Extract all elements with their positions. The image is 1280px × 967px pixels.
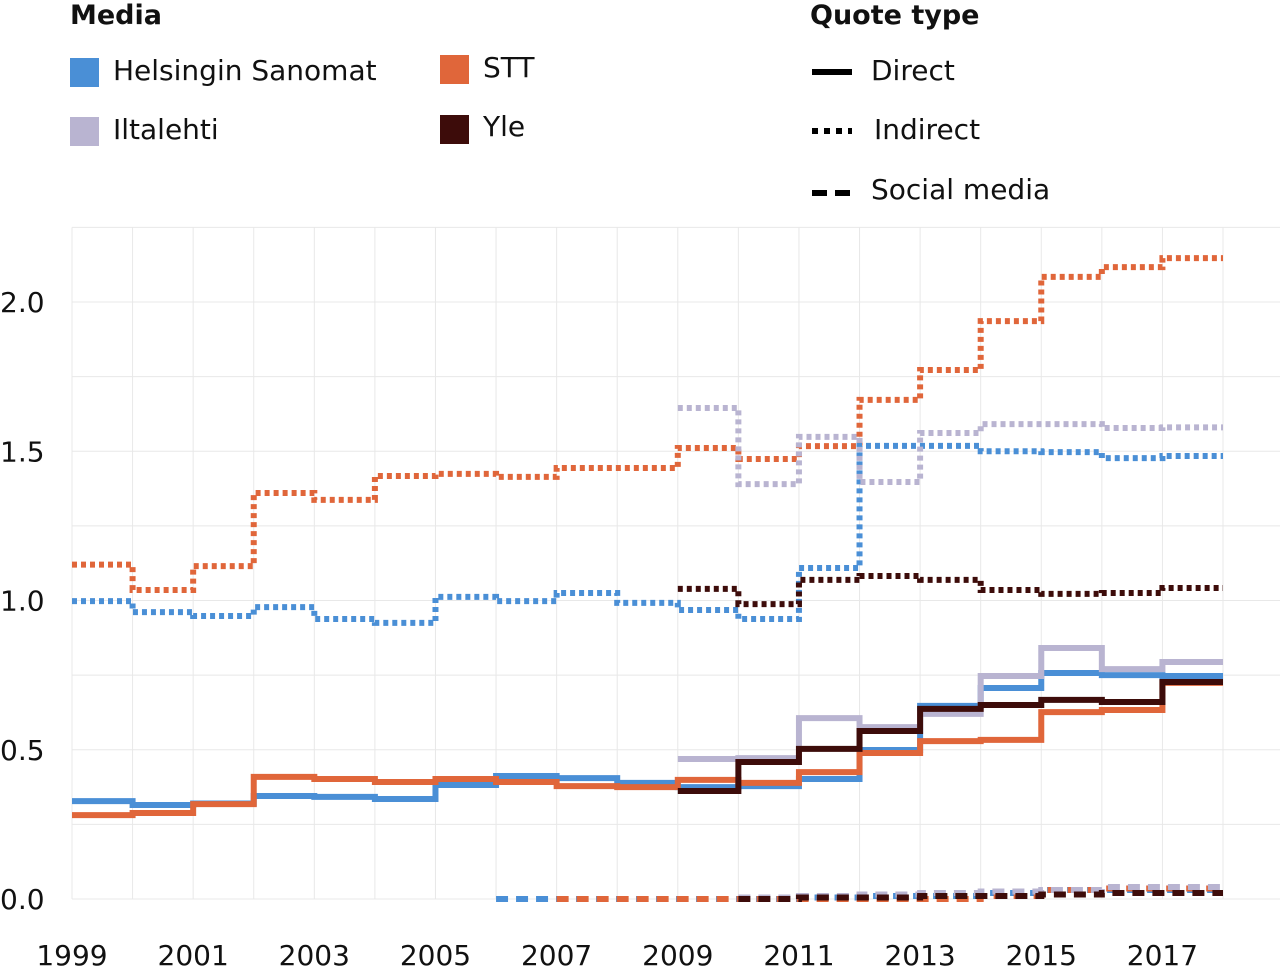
x-tick-label: 2005 bbox=[400, 939, 471, 967]
legend-label-stt: STT bbox=[483, 51, 535, 84]
x-tick-label: 2007 bbox=[521, 939, 592, 967]
x-tick-label: 2001 bbox=[158, 939, 229, 967]
y-tick-label: 1.0 bbox=[0, 585, 45, 618]
legend-swatch-yle bbox=[440, 115, 469, 144]
legend-label-helsingin-sanomat: Helsingin Sanomat bbox=[113, 54, 377, 87]
legend-swatch-iltalehti bbox=[70, 117, 99, 146]
legend-label-direct: Direct bbox=[871, 54, 955, 87]
legend-swatch-stt bbox=[440, 55, 469, 84]
legend-quote-title: Quote type bbox=[810, 0, 980, 31]
y-tick-label: 0.0 bbox=[0, 883, 45, 916]
series-line-iltalehti-indirect bbox=[677, 404, 1223, 488]
y-tick-label: 2.0 bbox=[0, 286, 45, 319]
series-line-yle-direct bbox=[677, 678, 1223, 794]
legend-label-indirect: Indirect bbox=[874, 113, 981, 146]
y-tick-label: 1.5 bbox=[0, 435, 45, 468]
legend-label-social-media: Social media bbox=[871, 173, 1051, 206]
legend-label-iltalehti: Iltalehti bbox=[113, 113, 219, 146]
series-line-yle-social-media bbox=[738, 890, 1223, 902]
legend-swatch-helsingin-sanomat bbox=[70, 58, 99, 87]
legend-label-yle: Yle bbox=[483, 110, 526, 143]
series-line-helsingin-sanomat-direct bbox=[72, 670, 1223, 808]
x-tick-label: 1999 bbox=[36, 939, 107, 967]
x-tick-label: 2015 bbox=[1006, 939, 1077, 967]
x-tick-label: 2011 bbox=[763, 939, 834, 967]
series-line-yle-indirect bbox=[677, 573, 1223, 608]
x-tick-label: 2013 bbox=[884, 939, 955, 967]
y-tick-label: 0.5 bbox=[0, 734, 45, 767]
x-tick-label: 2003 bbox=[279, 939, 350, 967]
series-line-stt-direct bbox=[72, 679, 1223, 819]
x-tick-label: 2009 bbox=[642, 939, 713, 967]
legend-media-title: Media bbox=[70, 0, 162, 31]
series-line-helsingin-sanomat-indirect bbox=[72, 442, 1223, 626]
series-line-iltalehti-direct bbox=[677, 644, 1223, 763]
series-line-stt-indirect bbox=[72, 255, 1223, 594]
x-tick-label: 2017 bbox=[1127, 939, 1198, 967]
